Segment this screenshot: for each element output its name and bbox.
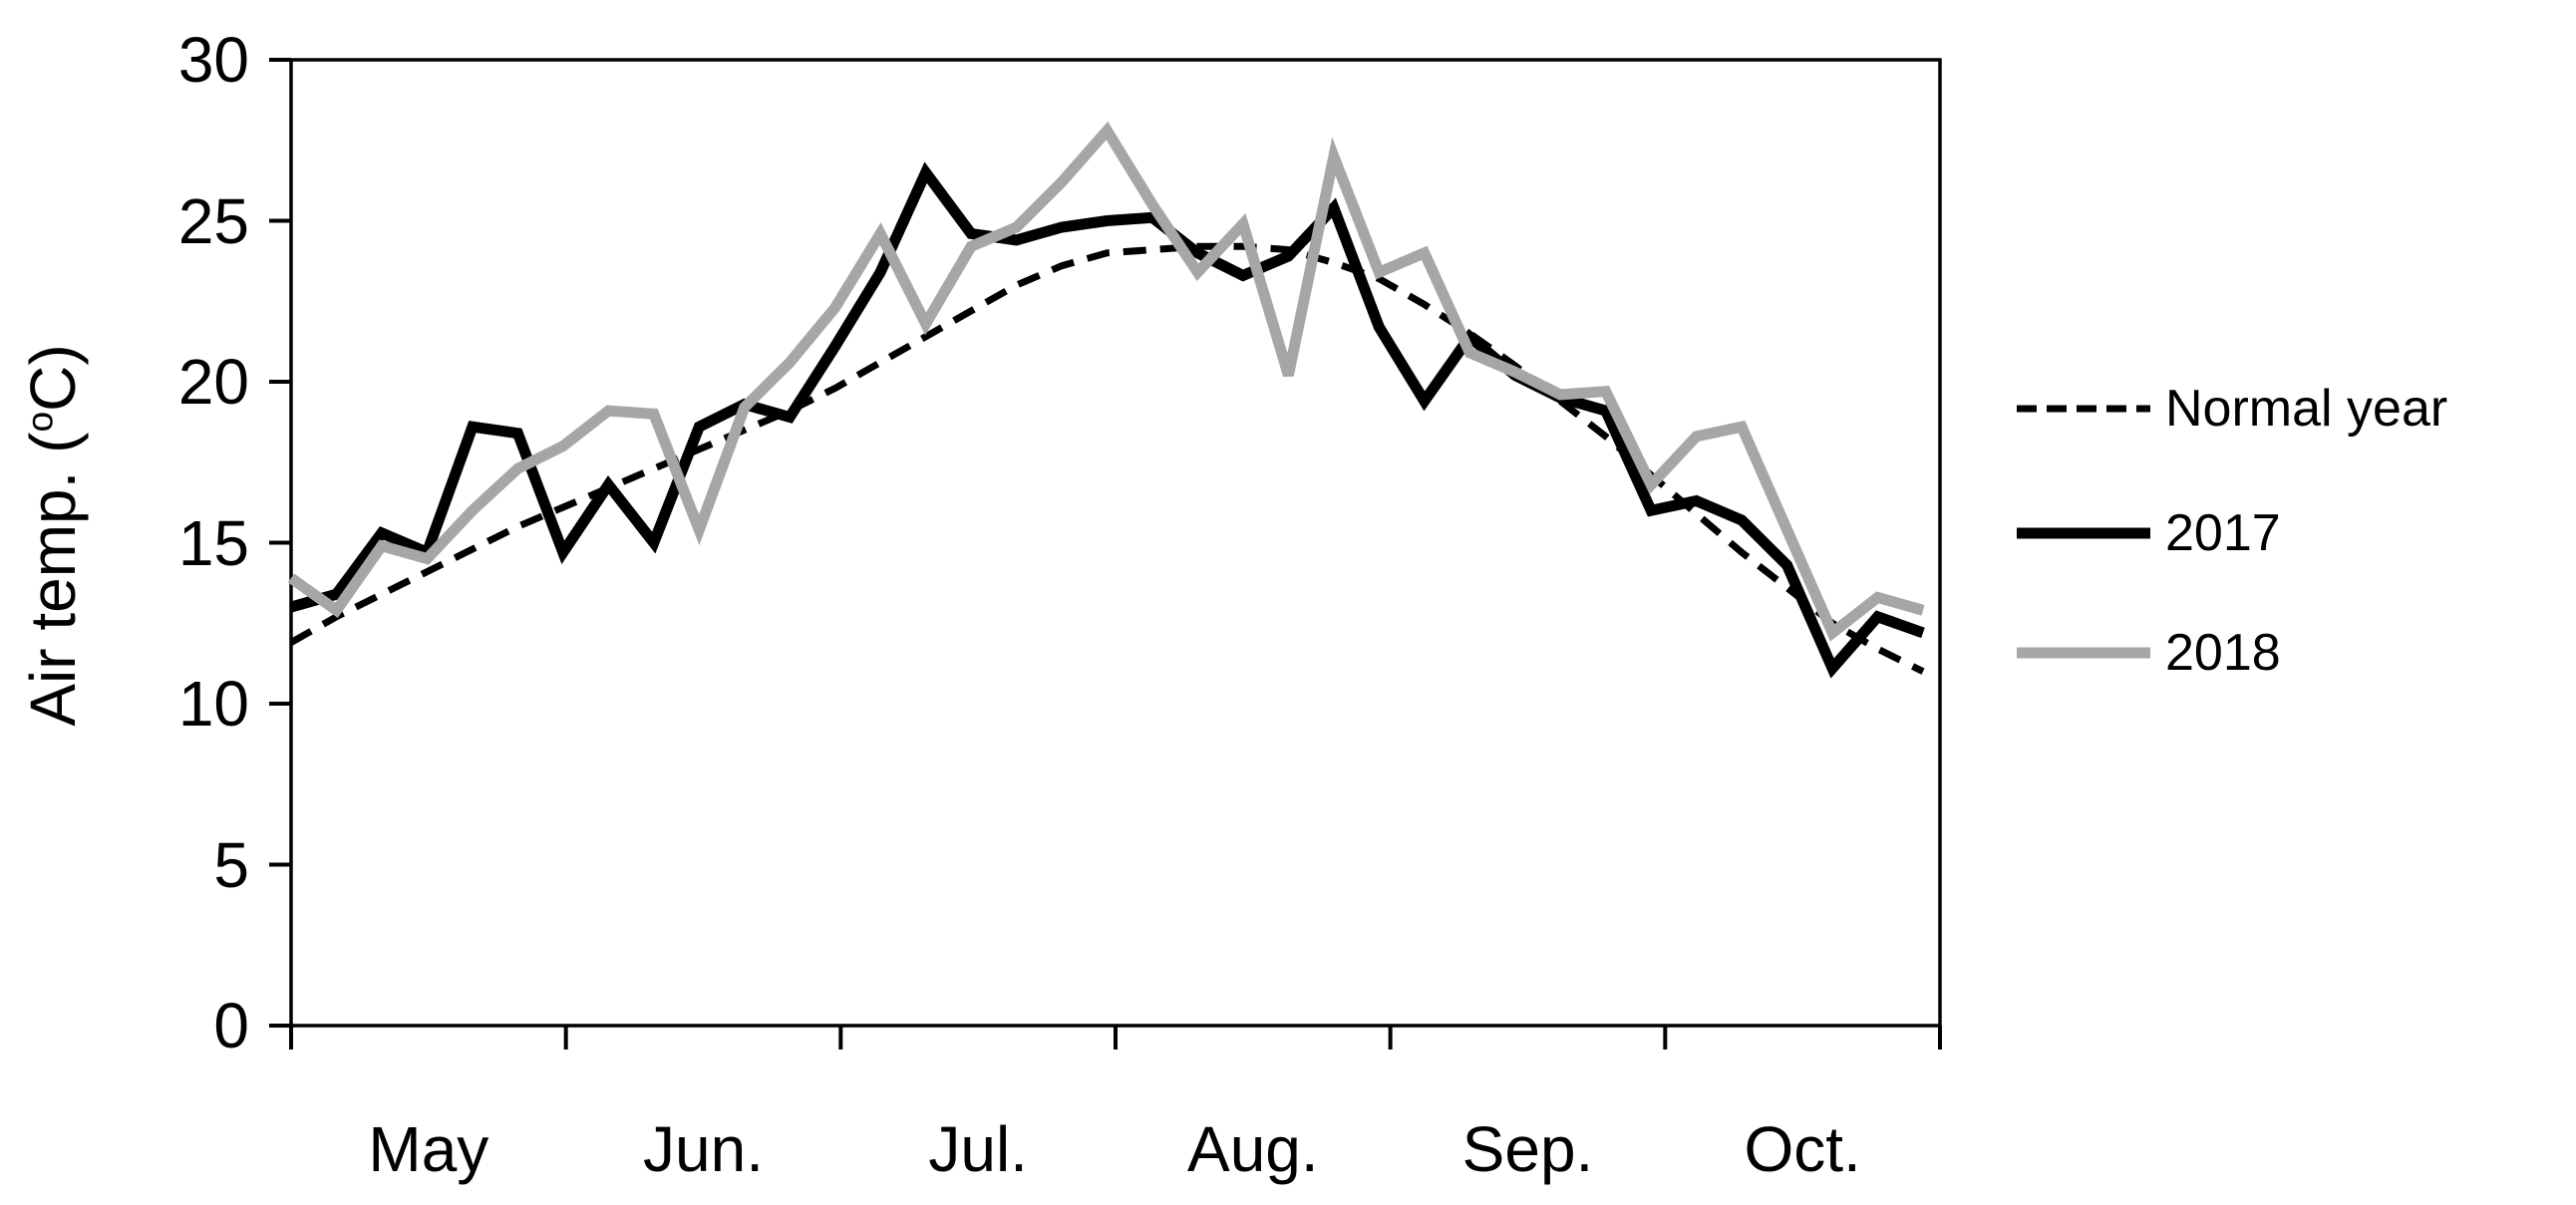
y-tick-label: 5: [213, 828, 249, 901]
plot-border: [289, 58, 1942, 1028]
y-tick-label: 30: [177, 24, 249, 96]
series-line-2017: [289, 161, 1925, 679]
y-tick-label: 0: [213, 990, 249, 1061]
y-tick-label: 10: [177, 668, 249, 740]
degree-symbol: o: [18, 411, 61, 433]
x-tick-label: Aug.: [1187, 1113, 1319, 1185]
x-tick-label: Oct.: [1744, 1113, 1861, 1185]
y-axis-title-unit: C): [17, 344, 89, 412]
x-tick-label: Jul.: [928, 1113, 1028, 1185]
legend-label-normal-year: Normal year: [2165, 380, 2448, 438]
x-tick-label: May: [368, 1113, 489, 1185]
y-tick-label: 15: [177, 506, 249, 579]
x-tick-label: Jun.: [643, 1113, 764, 1185]
y-axis-title: Air temp. (oC): [13, 186, 93, 884]
series-line-2018: [287, 121, 1925, 642]
legend-label-2017: 2017: [2165, 504, 2281, 562]
x-tick-label: Sep.: [1461, 1113, 1594, 1185]
legend-label-2018: 2018: [2165, 624, 2281, 682]
y-tick-label: 20: [177, 346, 249, 418]
y-axis-title-text: Air temp. (: [17, 432, 89, 727]
y-tick-label: 25: [177, 184, 249, 257]
